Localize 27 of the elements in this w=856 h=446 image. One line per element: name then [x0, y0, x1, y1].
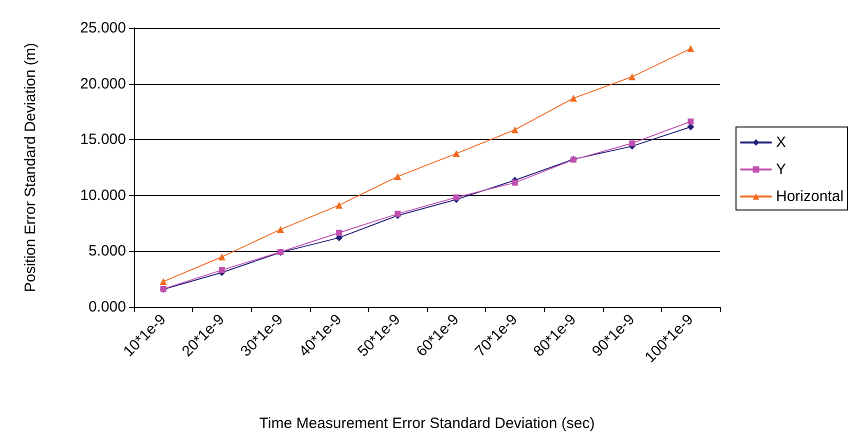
point — [453, 194, 460, 200]
legend-label: Horizontal — [776, 188, 844, 205]
point — [512, 180, 518, 186]
legend-label: X — [776, 134, 786, 151]
point — [629, 140, 636, 146]
point — [511, 126, 518, 134]
x-axis-title: Time Measurement Error Standard Deviation (sec) — [259, 415, 595, 432]
legend-label: Y — [776, 161, 786, 178]
y-tick-label: 10.000 — [80, 186, 126, 204]
y-tick-label: 15.000 — [80, 131, 126, 148]
point — [570, 94, 577, 102]
point — [218, 253, 226, 260]
point — [336, 202, 343, 209]
point — [336, 230, 342, 236]
point — [628, 73, 636, 80]
y-tick-label: 20.000 — [80, 75, 126, 92]
y-tick-label: 0.000 — [88, 298, 126, 316]
point — [218, 267, 225, 274]
y-tick-label: 5.000 — [88, 242, 126, 260]
point — [394, 173, 402, 180]
point — [687, 45, 694, 52]
y-tick-label: 25.000 — [80, 20, 126, 36]
y-axis-title: Position Error Standard Deviation (m) — [22, 42, 39, 292]
point — [688, 118, 694, 125]
point — [160, 278, 167, 286]
point — [277, 226, 284, 233]
point — [452, 150, 460, 158]
